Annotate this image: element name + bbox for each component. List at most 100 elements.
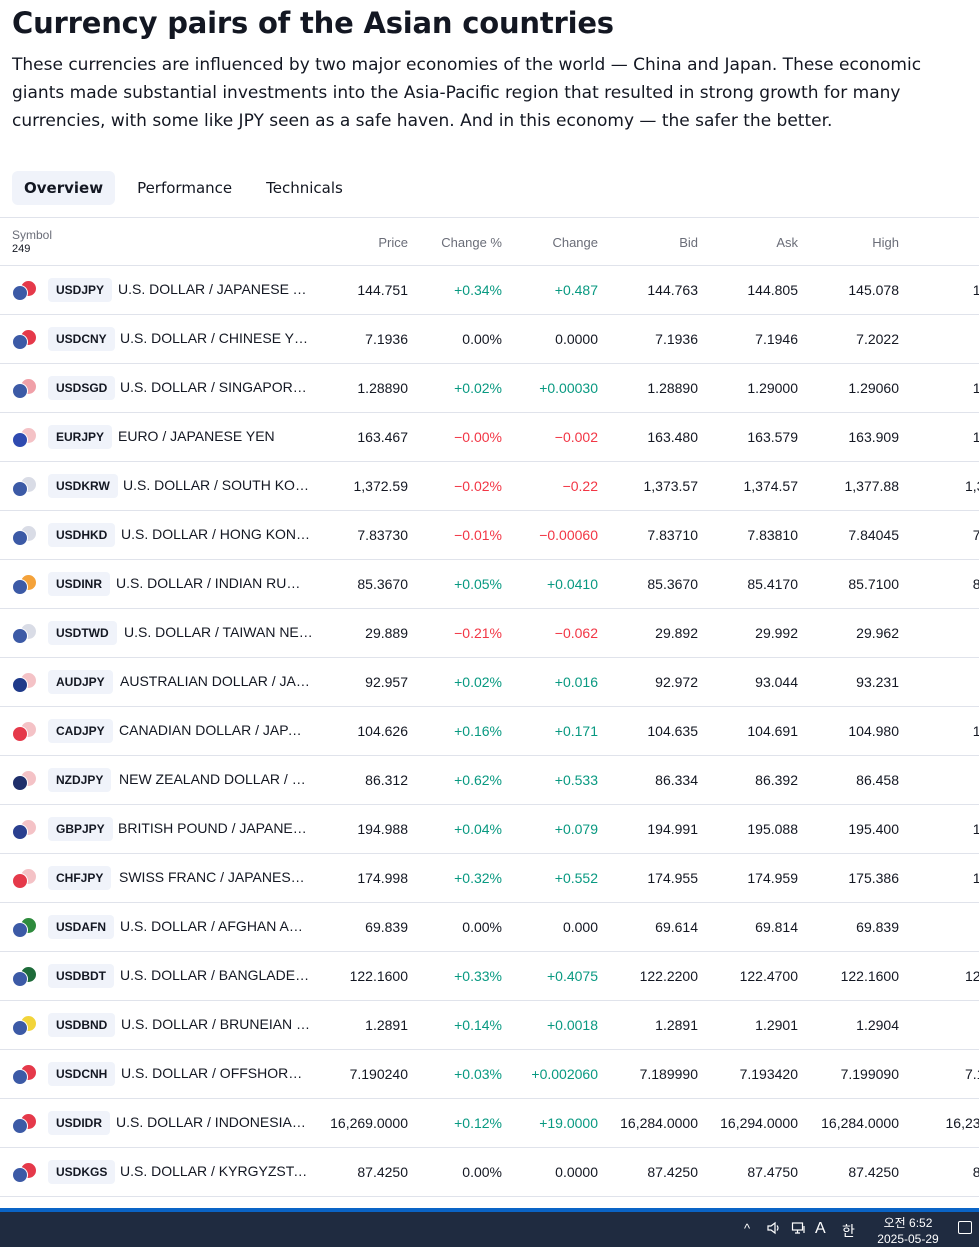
change-cell: +0.0018	[547, 1017, 598, 1033]
bid-cell: 163.480	[647, 429, 698, 445]
ticker-badge[interactable]: USDSGD	[48, 376, 116, 400]
ime-letter-indicator[interactable]: A	[815, 1220, 826, 1237]
change-percent-cell: +0.34%	[454, 282, 502, 298]
ticker-badge[interactable]: USDHKD	[48, 523, 116, 547]
ticker-badge[interactable]: USDKGS	[48, 1160, 116, 1184]
tab-performance[interactable]: Performance	[137, 179, 233, 197]
bid-header[interactable]: Bid	[679, 235, 698, 250]
currency-flag-icon	[12, 1065, 36, 1085]
pair-name[interactable]: AUSTRALIAN DOLLAR / JAPA…	[120, 673, 310, 689]
ticker-badge[interactable]: USDINR	[48, 572, 111, 596]
tab-technicals[interactable]: Technicals	[266, 179, 343, 197]
pair-name[interactable]: U.S. DOLLAR / INDONESIAN …	[116, 1114, 306, 1130]
price-cell: 92.957	[365, 674, 408, 690]
ticker-badge[interactable]: USDIDR	[48, 1111, 111, 1135]
ticker-badge[interactable]: USDBDT	[48, 964, 114, 988]
ime-korean-indicator[interactable]: 한	[842, 1223, 855, 1239]
pair-name[interactable]: U.S. DOLLAR / KYRGYZSTAN…	[120, 1163, 310, 1179]
pair-name[interactable]: U.S. DOLLAR / INDIAN RUPEE	[116, 575, 306, 591]
price-cell: 16,269.0000	[330, 1115, 408, 1131]
high-cell: 122.1600	[840, 968, 899, 984]
high-header[interactable]: High	[872, 235, 899, 250]
pair-name[interactable]: CANADIAN DOLLAR / JAPANE…	[119, 722, 309, 738]
chevron-up-icon[interactable]: ^	[744, 1221, 751, 1236]
pair-name[interactable]: SWISS FRANC / JAPANESE YEN	[119, 869, 309, 885]
ticker-badge[interactable]: USDJPY	[48, 278, 113, 302]
price-header[interactable]: Price	[378, 235, 408, 250]
ticker-badge[interactable]: USDCNY	[48, 327, 115, 351]
ticker-badge[interactable]: USDTWD	[48, 621, 117, 645]
tab-overview[interactable]: Overview	[12, 171, 116, 205]
base-currency-flag-icon	[12, 775, 28, 791]
pair-name[interactable]: U.S. DOLLAR / BRUNEIAN D…	[121, 1016, 311, 1032]
pair-name[interactable]: EURO / JAPANESE YEN	[118, 428, 275, 444]
ticker-badge[interactable]: NZDJPY	[48, 768, 112, 792]
table-row[interactable]: USDCNH U.S. DOLLAR / OFFSHORE C… 7.190240 +…	[0, 1050, 979, 1099]
table-row[interactable]: USDSGD U.S. DOLLAR / SINGAPORE D… 1.28890 +…	[0, 364, 979, 413]
change-cell: +0.4075	[547, 968, 598, 984]
table-row[interactable]: USDHKD U.S. DOLLAR / HONG KONG … 7.83730 −0…	[0, 511, 979, 560]
bid-cell: 87.4250	[647, 1164, 698, 1180]
base-currency-flag-icon	[12, 1167, 28, 1183]
page-title: Currency pairs of the Asian countries	[12, 6, 614, 40]
table-row[interactable]: USDCNY U.S. DOLLAR / CHINESE YUAN 7.1936 0.…	[0, 315, 979, 364]
table-row[interactable]: USDTWD U.S. DOLLAR / TAIWAN NEW… 29.889 −0.…	[0, 609, 979, 658]
base-currency-flag-icon	[12, 677, 28, 693]
change-cell: +0.171	[554, 723, 598, 739]
pair-name[interactable]: U.S. DOLLAR / OFFSHORE C…	[121, 1065, 311, 1081]
system-clock[interactable]: 오전 6:52 2025-05-29	[872, 1215, 944, 1247]
change-header[interactable]: Change	[552, 235, 598, 250]
table-row[interactable]: EURJPY EURO / JAPANESE YEN 163.467 −0.00% −0…	[0, 413, 979, 462]
pair-name[interactable]: U.S. DOLLAR / TAIWAN NEW…	[124, 624, 314, 640]
table-row[interactable]: USDKGS U.S. DOLLAR / KYRGYZSTAN… 87.4250 0.…	[0, 1148, 979, 1197]
symbol-header[interactable]: Symbol 249	[12, 228, 52, 256]
network-icon[interactable]	[791, 1220, 807, 1240]
table-row[interactable]: USDBND U.S. DOLLAR / BRUNEIAN D… 1.2891 +0.…	[0, 1001, 979, 1050]
ask-cell: 87.4750	[747, 1164, 798, 1180]
ticker-badge[interactable]: CADJPY	[48, 719, 113, 743]
change-percent-header[interactable]: Change %	[441, 235, 502, 250]
low-cell: 7.186	[964, 1066, 979, 1082]
tab-bar: Overview Performance Technicals	[12, 171, 365, 205]
ticker-badge[interactable]: GBPJPY	[48, 817, 113, 841]
pair-name[interactable]: U.S. DOLLAR / JAPANESE YEN	[118, 281, 308, 297]
table-row[interactable]: AUDJPY AUSTRALIAN DOLLAR / JAPA… 92.957 +0.…	[0, 658, 979, 707]
high-cell: 29.962	[856, 625, 899, 641]
change-cell: +0.552	[554, 870, 598, 886]
ask-header[interactable]: Ask	[776, 235, 798, 250]
table-row[interactable]: USDAFN U.S. DOLLAR / AFGHAN AFG… 69.839 0.0…	[0, 903, 979, 952]
pair-name[interactable]: U.S. DOLLAR / CHINESE YUAN	[120, 330, 310, 346]
pair-name[interactable]: NEW ZEALAND DOLLAR / JA…	[119, 771, 309, 787]
pair-name[interactable]: U.S. DOLLAR / HONG KONG …	[121, 526, 311, 542]
speaker-icon[interactable]	[766, 1220, 782, 1240]
notification-icon[interactable]	[958, 1221, 972, 1234]
pair-name[interactable]: U.S. DOLLAR / AFGHAN AFG…	[120, 918, 310, 934]
pair-name[interactable]: BRITISH POUND / JAPANESE …	[118, 820, 308, 836]
table-row[interactable]: CADJPY CANADIAN DOLLAR / JAPANE… 104.626 +0…	[0, 707, 979, 756]
ticker-badge[interactable]: USDCNH	[48, 1062, 116, 1086]
currency-flag-icon	[12, 722, 36, 742]
pair-name[interactable]: U.S. DOLLAR / SINGAPORE D…	[120, 379, 310, 395]
high-cell: 86.458	[856, 772, 899, 788]
high-cell: 16,284.0000	[821, 1115, 899, 1131]
currency-flag-icon	[12, 967, 36, 987]
ticker-badge[interactable]: AUDJPY	[48, 670, 113, 694]
table-row[interactable]: CHFJPY SWISS FRANC / JAPANESE YEN 174.998 +…	[0, 854, 979, 903]
ticker-badge[interactable]: USDKRW	[48, 474, 118, 498]
table-row[interactable]: GBPJPY BRITISH POUND / JAPANESE … 194.988 +…	[0, 805, 979, 854]
ticker-badge[interactable]: USDAFN	[48, 915, 114, 939]
table-row[interactable]: USDKRW U.S. DOLLAR / SOUTH KORE… 1,372.59 −…	[0, 462, 979, 511]
table-row[interactable]: USDBDT U.S. DOLLAR / BANGLADESH… 122.1600 +…	[0, 952, 979, 1001]
ticker-badge[interactable]: CHFJPY	[48, 866, 112, 890]
table-row[interactable]: USDINR U.S. DOLLAR / INDIAN RUPEE 85.3670 +…	[0, 560, 979, 609]
table-row[interactable]: NZDJPY NEW ZEALAND DOLLAR / JA… 86.312 +0.6…	[0, 756, 979, 805]
base-currency-flag-icon	[12, 481, 28, 497]
table-row[interactable]: USDJPY U.S. DOLLAR / JAPANESE YEN 144.751 +…	[0, 266, 979, 315]
pair-name[interactable]: U.S. DOLLAR / BANGLADESH…	[120, 967, 310, 983]
currency-flag-icon	[12, 1114, 36, 1134]
ticker-badge[interactable]: EURJPY	[48, 425, 113, 449]
ticker-badge[interactable]: USDBND	[48, 1013, 116, 1037]
price-cell: 85.3670	[357, 576, 408, 592]
table-row[interactable]: USDIDR U.S. DOLLAR / INDONESIAN … 16,269.0…	[0, 1099, 979, 1148]
pair-name[interactable]: U.S. DOLLAR / SOUTH KORE…	[123, 477, 313, 493]
